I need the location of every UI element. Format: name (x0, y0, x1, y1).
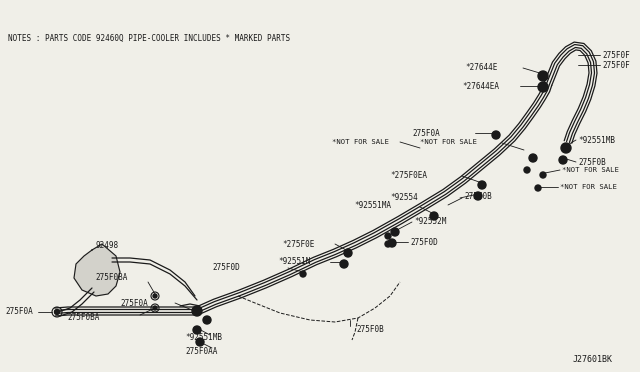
Circle shape (561, 143, 571, 153)
Text: NOTES : PARTS CODE 92460Q PIPE-COOLER INCLUDES * MARKED PARTS: NOTES : PARTS CODE 92460Q PIPE-COOLER IN… (8, 33, 290, 42)
Circle shape (196, 338, 204, 346)
Text: 275F0F: 275F0F (602, 51, 630, 60)
Circle shape (388, 239, 396, 247)
Text: *NOT FOR SALE: *NOT FOR SALE (560, 184, 617, 190)
Circle shape (535, 185, 541, 191)
Text: *92551MB: *92551MB (185, 334, 222, 343)
Circle shape (524, 167, 530, 173)
Circle shape (193, 326, 201, 334)
Circle shape (559, 156, 567, 164)
Circle shape (192, 306, 202, 316)
Text: 275F0A: 275F0A (5, 308, 33, 317)
Text: *NOT FOR SALE: *NOT FOR SALE (420, 139, 477, 145)
Text: J27601BK: J27601BK (573, 356, 613, 365)
Text: *92554: *92554 (390, 192, 418, 202)
Circle shape (300, 271, 306, 277)
Circle shape (538, 82, 548, 92)
Text: 275F0F: 275F0F (602, 61, 630, 70)
Polygon shape (74, 244, 120, 296)
Text: 275F0A: 275F0A (412, 128, 440, 138)
Text: 275F0D: 275F0D (212, 263, 240, 273)
Circle shape (529, 154, 537, 162)
Circle shape (153, 294, 157, 298)
Text: 275F0D: 275F0D (410, 237, 438, 247)
Text: *92551N: *92551N (278, 257, 310, 266)
Text: *92551MA: *92551MA (354, 201, 391, 209)
Text: *92551MB: *92551MB (578, 135, 615, 144)
Text: *275F0E: *275F0E (282, 240, 314, 248)
Circle shape (474, 192, 482, 200)
Circle shape (385, 233, 391, 239)
Circle shape (540, 172, 546, 178)
Circle shape (430, 212, 438, 220)
Text: *NOT FOR SALE: *NOT FOR SALE (562, 167, 619, 173)
Circle shape (344, 249, 352, 257)
Circle shape (478, 181, 486, 189)
Circle shape (391, 228, 399, 236)
Text: *27644EA: *27644EA (462, 81, 499, 90)
Text: *NOT FOR SALE: *NOT FOR SALE (332, 139, 389, 145)
Text: 275F0B: 275F0B (578, 157, 605, 167)
Text: *275F0EA: *275F0EA (390, 170, 427, 180)
Circle shape (153, 306, 157, 310)
Text: *27644E: *27644E (465, 62, 497, 71)
Circle shape (492, 131, 500, 139)
Circle shape (340, 260, 348, 268)
Text: 275F0BA: 275F0BA (95, 273, 128, 282)
Text: 275F0A: 275F0A (120, 298, 148, 308)
Text: 275F0BA: 275F0BA (68, 314, 100, 323)
Text: *92552M: *92552M (414, 217, 446, 225)
Text: 275F0B: 275F0B (356, 326, 384, 334)
Text: 275F0B: 275F0B (464, 192, 492, 201)
Text: 92498: 92498 (95, 241, 118, 250)
Circle shape (385, 241, 391, 247)
Circle shape (54, 310, 60, 314)
Circle shape (538, 71, 548, 81)
Text: 275F0AA: 275F0AA (185, 347, 218, 356)
Circle shape (203, 316, 211, 324)
